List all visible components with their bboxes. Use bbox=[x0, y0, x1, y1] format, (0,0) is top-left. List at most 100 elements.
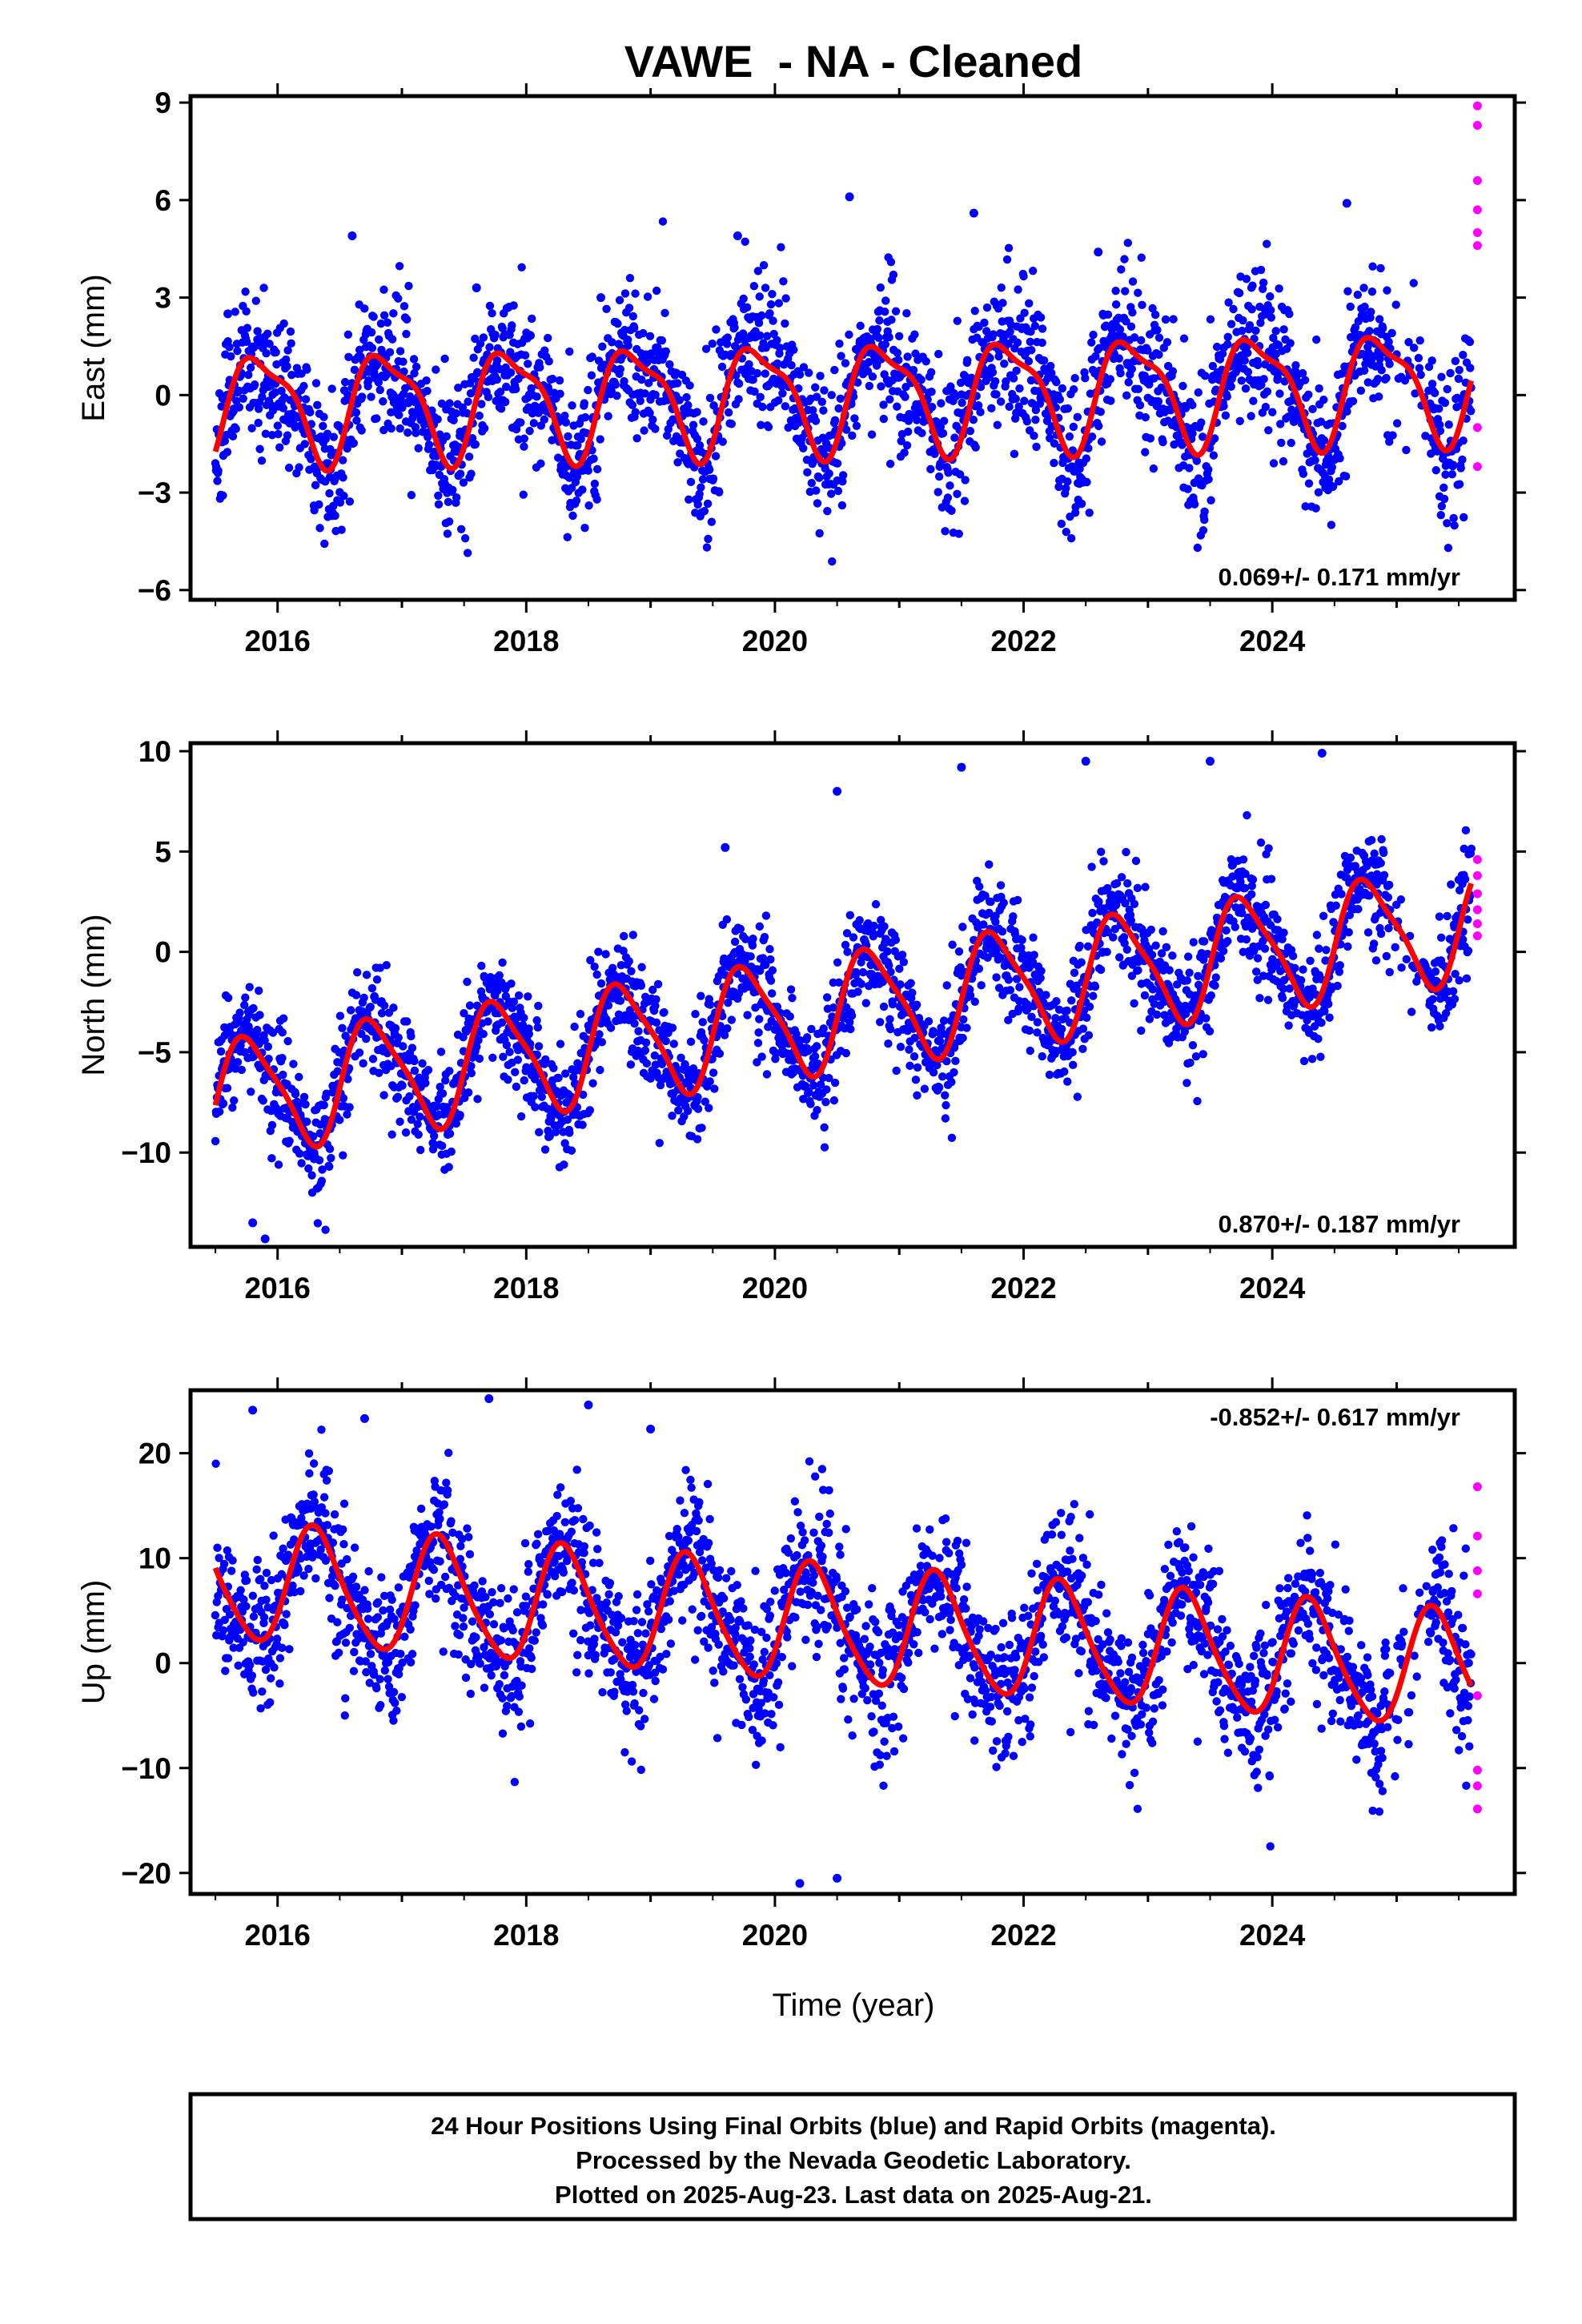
final-orbit-point bbox=[955, 470, 965, 479]
final-orbit-point bbox=[596, 1065, 604, 1075]
y-tick-label: −10 bbox=[121, 1136, 171, 1169]
final-orbit-point bbox=[1263, 387, 1272, 396]
final-orbit-point bbox=[396, 347, 405, 356]
final-orbit-point bbox=[708, 340, 717, 348]
final-orbit-point bbox=[1253, 360, 1263, 370]
final-orbit-point bbox=[891, 935, 901, 944]
final-orbit-point bbox=[223, 309, 233, 319]
final-orbit-point bbox=[833, 486, 843, 496]
final-orbit-point bbox=[379, 397, 387, 406]
final-orbit-point bbox=[897, 436, 905, 446]
final-orbit-point bbox=[594, 947, 603, 956]
final-orbit-point bbox=[596, 293, 606, 303]
final-orbit-point bbox=[313, 400, 322, 410]
final-orbit-point bbox=[727, 1015, 736, 1024]
final-orbit-point bbox=[1188, 400, 1197, 410]
final-orbit-point bbox=[1388, 431, 1397, 440]
final-orbit-point bbox=[624, 341, 632, 350]
final-orbit-point bbox=[1286, 339, 1295, 348]
final-orbit-point bbox=[994, 983, 1004, 992]
final-orbit-point bbox=[1253, 975, 1262, 984]
final-orbit-point bbox=[257, 456, 267, 465]
final-orbit-point bbox=[1239, 316, 1247, 325]
final-orbit-point bbox=[588, 1079, 597, 1088]
final-orbit-point bbox=[1143, 346, 1152, 355]
final-orbit-point bbox=[251, 296, 260, 305]
final-orbit-point bbox=[803, 468, 812, 477]
final-orbit-point bbox=[404, 281, 413, 291]
final-orbit-point bbox=[375, 963, 385, 972]
final-orbit-point bbox=[830, 365, 839, 375]
final-orbit-point bbox=[405, 1092, 414, 1101]
final-orbit-point bbox=[1208, 361, 1218, 371]
final-orbit-point bbox=[1015, 983, 1024, 991]
final-orbit-point bbox=[970, 997, 979, 1007]
final-orbit-point bbox=[902, 440, 912, 450]
final-orbit-point bbox=[1050, 439, 1059, 448]
final-orbit-point bbox=[1112, 879, 1122, 888]
final-orbit-point bbox=[412, 362, 421, 372]
final-orbit-point bbox=[1466, 364, 1475, 372]
final-orbit-point bbox=[705, 393, 715, 403]
final-orbit-point bbox=[929, 1068, 938, 1077]
final-orbit-point bbox=[1030, 321, 1040, 331]
final-orbit-point bbox=[829, 1003, 838, 1012]
final-orbit-point bbox=[597, 1038, 607, 1047]
final-orbit-point bbox=[372, 975, 382, 984]
final-orbit-point bbox=[254, 404, 263, 413]
final-orbit-point bbox=[1207, 496, 1215, 505]
final-orbit-point bbox=[1397, 963, 1406, 972]
final-orbit-point bbox=[669, 1039, 678, 1048]
final-orbit-point bbox=[1194, 388, 1203, 397]
final-orbit-point bbox=[355, 345, 364, 355]
final-orbit-point bbox=[1279, 456, 1288, 466]
final-orbit-point bbox=[1127, 971, 1137, 980]
final-orbit-point bbox=[283, 362, 291, 371]
final-orbit-point bbox=[1427, 380, 1437, 388]
final-orbit-point bbox=[1002, 255, 1012, 264]
final-orbit-point bbox=[1315, 944, 1323, 953]
final-orbit-point bbox=[1075, 941, 1084, 951]
final-orbit-point bbox=[632, 434, 641, 443]
final-orbit-point bbox=[271, 388, 280, 397]
final-orbit-point bbox=[977, 981, 986, 990]
final-orbit-point bbox=[863, 367, 873, 376]
final-orbit-point bbox=[1168, 951, 1177, 960]
final-orbit-point bbox=[1026, 376, 1036, 385]
final-orbit-point bbox=[1052, 377, 1061, 387]
final-orbit-point bbox=[355, 1048, 364, 1057]
final-orbit-point bbox=[1006, 327, 1014, 336]
final-orbit-point bbox=[442, 432, 451, 441]
final-orbit-point bbox=[568, 1072, 578, 1082]
final-orbit-point bbox=[1096, 408, 1105, 416]
final-orbit-point bbox=[1004, 243, 1014, 252]
final-orbit-point bbox=[1000, 359, 1009, 368]
final-orbit-point bbox=[278, 1028, 287, 1037]
final-orbit-point bbox=[1263, 995, 1273, 1004]
final-orbit-point bbox=[640, 389, 649, 398]
rapid-orbit-point bbox=[1472, 227, 1482, 237]
final-orbit-point bbox=[602, 304, 611, 313]
final-orbit-point bbox=[1374, 392, 1383, 401]
final-orbit-point bbox=[1077, 499, 1086, 509]
final-orbit-point bbox=[1202, 1014, 1211, 1023]
final-orbit-point bbox=[1258, 284, 1267, 293]
final-orbit-point bbox=[1268, 408, 1277, 416]
final-orbit-point bbox=[1411, 389, 1419, 398]
final-orbit-point bbox=[1275, 389, 1284, 398]
final-orbit-point bbox=[594, 356, 604, 365]
final-orbit-point bbox=[697, 991, 705, 1000]
final-orbit-point bbox=[893, 348, 902, 357]
final-orbit-point bbox=[691, 1010, 700, 1019]
final-orbit-point bbox=[896, 1043, 905, 1051]
final-orbit-point bbox=[250, 380, 259, 389]
final-orbit-point bbox=[456, 469, 465, 478]
final-orbit-point bbox=[879, 414, 889, 424]
y-tick-label: 3 bbox=[155, 282, 171, 315]
final-orbit-point bbox=[689, 420, 698, 429]
final-orbit-point bbox=[904, 416, 913, 425]
final-orbit-point bbox=[934, 472, 944, 481]
final-orbit-point bbox=[710, 1084, 719, 1093]
final-orbit-point bbox=[1013, 895, 1022, 905]
